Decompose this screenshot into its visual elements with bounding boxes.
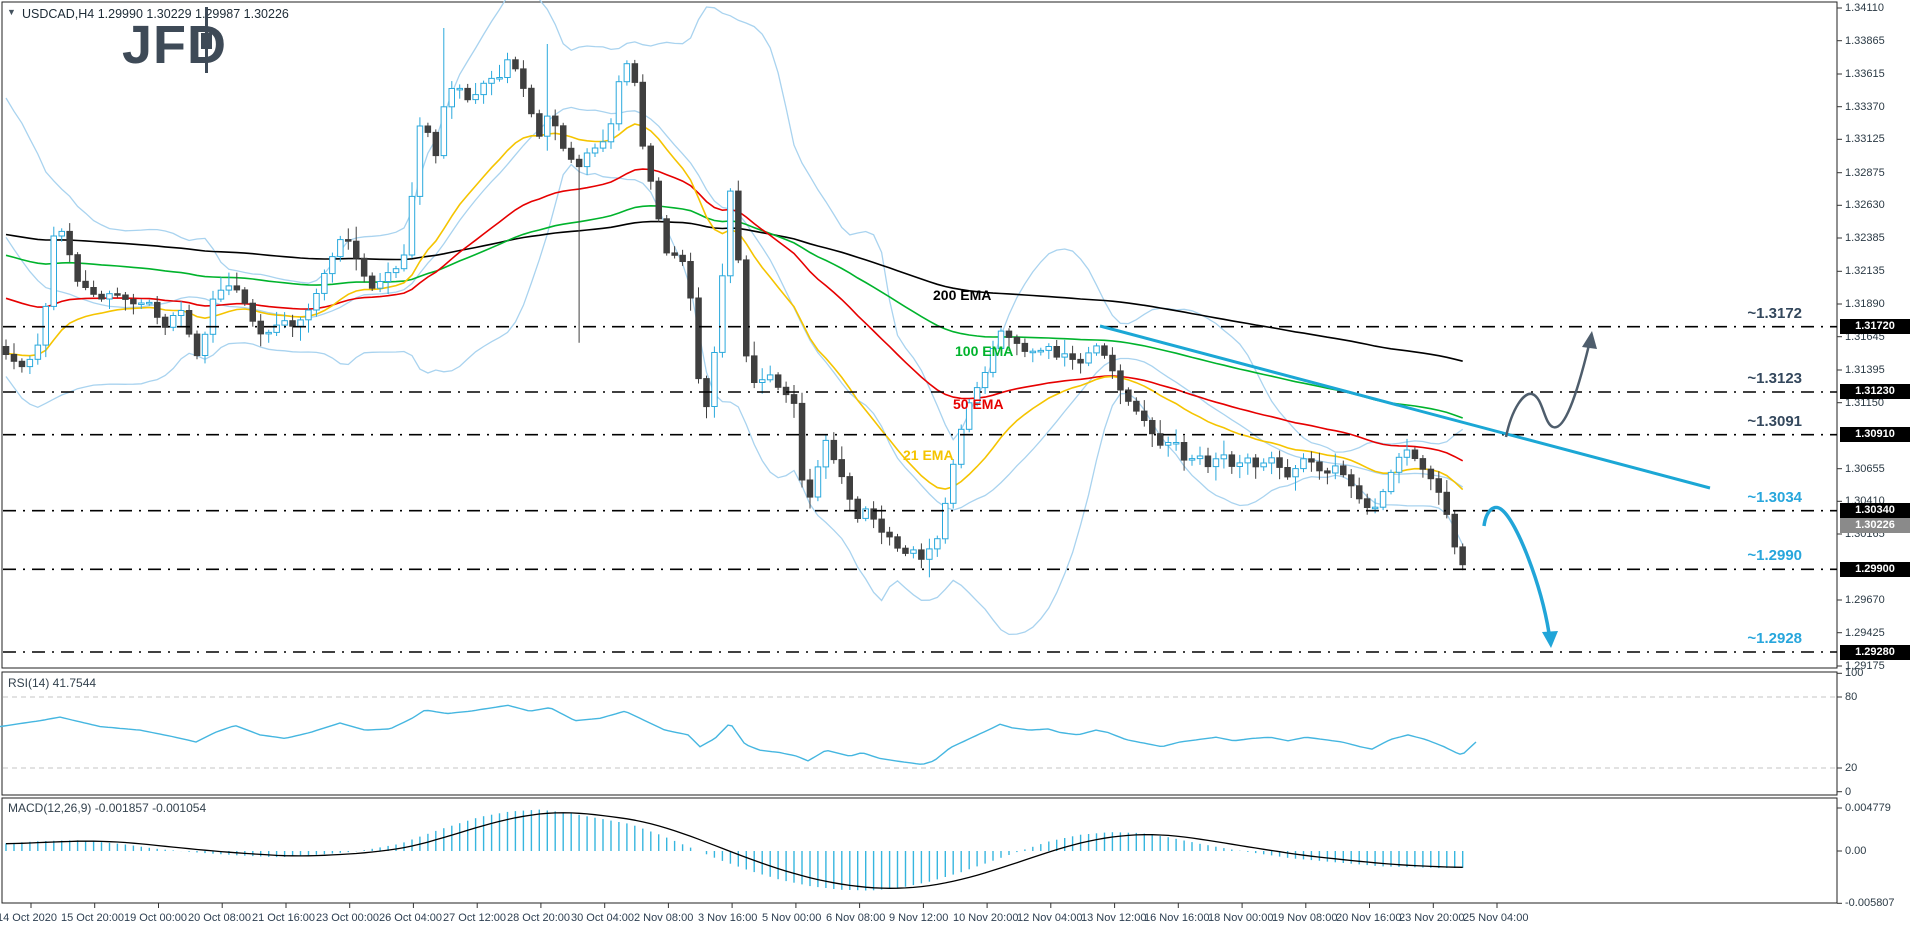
axis-ticks	[30, 7, 1842, 908]
level-label: ~1.3172	[1747, 305, 1802, 322]
price-axis-label: 1.31645	[1845, 331, 1885, 343]
time-axis-label: 26 Oct 04:00	[379, 912, 442, 924]
time-axis-label: 23 Nov 20:00	[1399, 912, 1465, 924]
time-axis-label: 27 Oct 12:00	[443, 912, 506, 924]
price-axis-label: 1.32875	[1845, 167, 1885, 179]
time-axis-label: 28 Oct 20:00	[507, 912, 570, 924]
price-axis-label: 1.31395	[1845, 364, 1885, 376]
level-label: ~1.3091	[1747, 413, 1802, 430]
ema-label: 100 EMA	[955, 343, 1014, 359]
rsi-axis-label: 20	[1845, 762, 1858, 774]
price-axis-label: 1.32135	[1845, 265, 1885, 277]
ema-50-line	[5, 168, 1464, 462]
price-axis-label: 1.30655	[1845, 463, 1885, 475]
price-axis-label: 1.32630	[1845, 199, 1885, 211]
ema-label: 21 EMA	[903, 447, 954, 463]
price-axis-label: 1.32385	[1845, 232, 1885, 244]
rsi-axis-label: 80	[1845, 691, 1858, 703]
price-tag: 1.31230	[1840, 384, 1910, 399]
time-axis-label: 3 Nov 16:00	[698, 912, 758, 924]
projection-up-arrow[interactable]	[1504, 331, 1597, 438]
price-tag: 1.31720	[1840, 319, 1910, 334]
time-axis-label: 21 Oct 16:00	[252, 912, 315, 924]
time-axis-label: 25 Nov 04:00	[1463, 912, 1529, 924]
macd-axis-label: 0.00	[1845, 845, 1867, 857]
bollinger-bands	[5, 0, 1464, 636]
level-label: ~1.3034	[1747, 489, 1802, 506]
time-axis-label: 19 Nov 08:00	[1272, 912, 1338, 924]
time-axis-label: 23 Oct 00:00	[316, 912, 379, 924]
ema-label: 200 EMA	[933, 287, 992, 303]
rsi-label: RSI(14) 41.7544	[8, 676, 97, 690]
rsi-axis-label: 100	[1845, 667, 1864, 679]
price-axis-label: 1.31890	[1845, 298, 1885, 310]
time-axis-label: 20 Nov 16:00	[1336, 912, 1402, 924]
price-tag: 1.30910	[1840, 427, 1910, 442]
level-label: ~1.3123	[1747, 370, 1802, 387]
macd-signal-line	[5, 812, 1463, 889]
price-tag: 1.29280	[1840, 645, 1910, 660]
time-axis-label: 14 Oct 2020	[0, 912, 57, 924]
macd-histogram	[5, 809, 1464, 891]
price-axis-label: 1.33865	[1845, 35, 1885, 47]
macd-label: MACD(12,26,9) -0.001857 -0.001054	[8, 801, 207, 815]
jfd-logo-candle-icon	[201, 7, 212, 73]
price-axis-label: 1.33125	[1845, 133, 1885, 145]
descending-trendline[interactable]	[1099, 324, 1711, 490]
time-axis-label: 15 Oct 20:00	[61, 912, 124, 924]
price-tag: 1.30340	[1840, 503, 1910, 518]
ema-100-line	[5, 204, 1463, 419]
ema-21-line	[5, 123, 1464, 491]
price-axis-label: 1.29425	[1845, 627, 1885, 639]
time-axis-label: 12 Nov 04:00	[1017, 912, 1083, 924]
price-axis-label: 1.29670	[1845, 594, 1885, 606]
time-axis-label: 16 Nov 16:00	[1144, 912, 1210, 924]
price-axis-label: 1.31150	[1845, 397, 1884, 409]
ema-label: 50 EMA	[953, 396, 1004, 412]
time-axis-label: 6 Nov 08:00	[826, 912, 886, 924]
time-axis-label: 30 Oct 04:00	[571, 912, 634, 924]
time-axis-label: 18 Nov 00:00	[1208, 912, 1274, 924]
ema-200-line	[5, 220, 1463, 362]
price-axis-label: 1.34110	[1845, 2, 1884, 14]
price-axis-label: 1.33615	[1845, 68, 1885, 80]
symbol-ohlc-header: USDCAD,H4 1.29990 1.30229 1.29987 1.3022…	[22, 7, 289, 21]
time-axis-label: 19 Oct 00:00	[124, 912, 187, 924]
time-axis-label: 9 Nov 12:00	[889, 912, 949, 924]
jfd-logo: JFD	[122, 7, 227, 76]
rsi-axis-label: 0	[1845, 786, 1852, 798]
symbol-dropdown-icon[interactable]: ▼	[7, 7, 16, 17]
rsi-line	[0, 704, 1477, 765]
macd-axis-label: 0.004779	[1845, 802, 1891, 814]
current-price-tag: 1.30226	[1840, 518, 1910, 533]
macd-axis-label: -0.005807	[1845, 897, 1895, 909]
level-label: ~1.2928	[1747, 630, 1802, 647]
level-label: ~1.2990	[1747, 547, 1802, 564]
time-axis-label: 13 Nov 12:00	[1081, 912, 1147, 924]
candles	[2, 28, 1466, 578]
time-axis-label: 5 Nov 00:00	[762, 912, 822, 924]
price-axis-label: 1.33370	[1845, 101, 1885, 113]
price-tag: 1.29900	[1840, 562, 1910, 577]
price-axis-label: 1.29175	[1845, 660, 1885, 672]
time-axis-label: 20 Oct 08:00	[188, 912, 251, 924]
projection-down-arrow[interactable]	[1482, 505, 1558, 648]
time-axis-label: 10 Nov 20:00	[953, 912, 1019, 924]
time-axis-label: 2 Nov 08:00	[634, 912, 694, 924]
